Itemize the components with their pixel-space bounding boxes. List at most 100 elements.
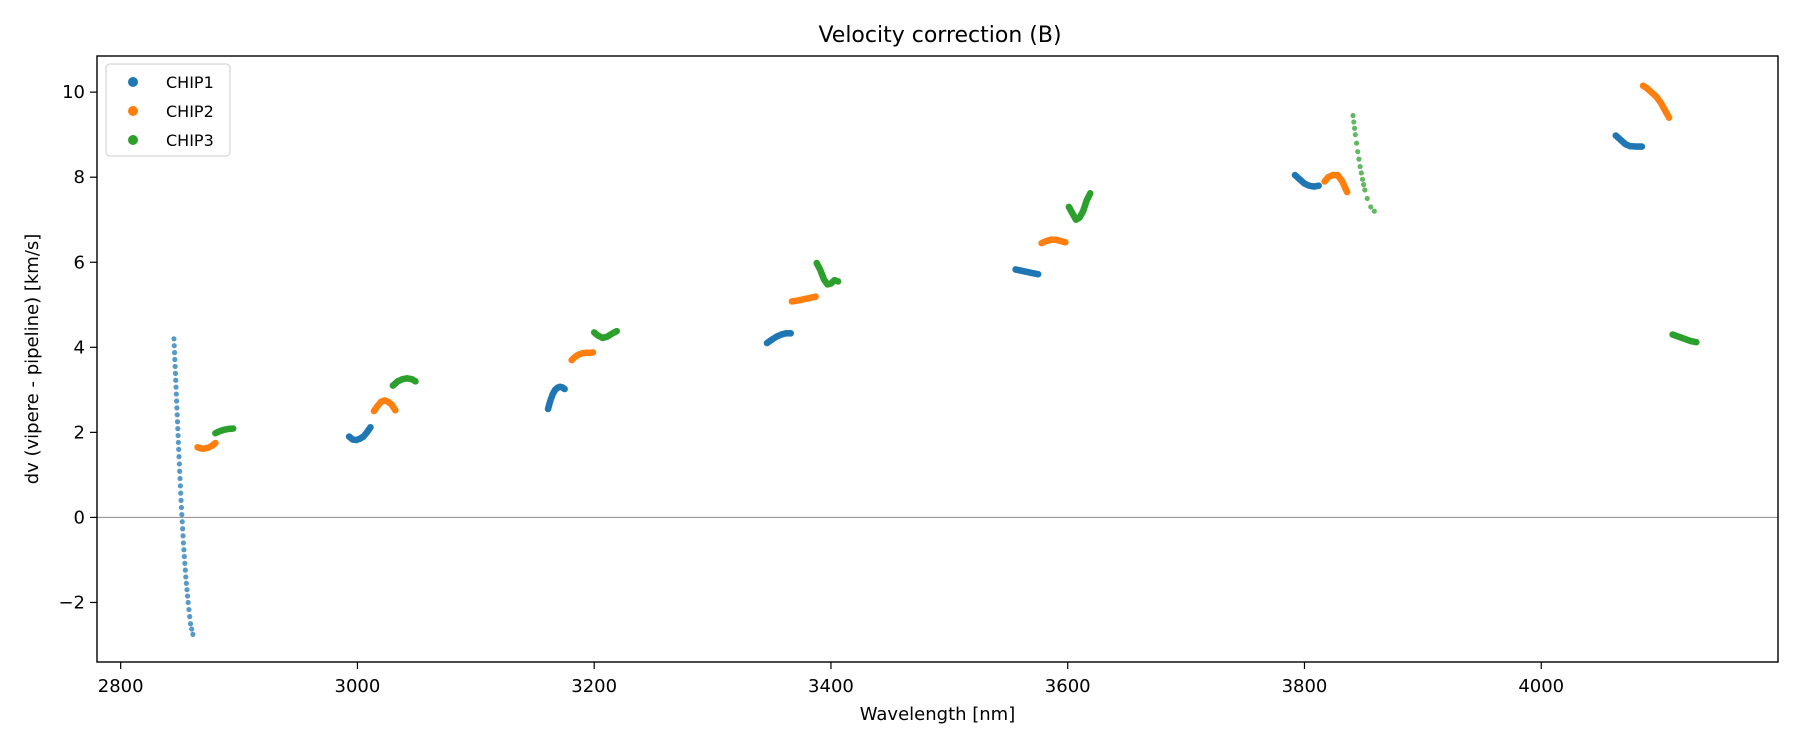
data-point <box>178 504 185 511</box>
data-point <box>182 567 188 573</box>
data-point <box>172 363 178 370</box>
legend: CHIP1 CHIP2 CHIP3 <box>105 63 231 157</box>
data-point <box>1358 170 1364 176</box>
data-point <box>1368 204 1374 210</box>
data-point <box>1364 195 1370 202</box>
data-point <box>1343 188 1351 196</box>
plot-area <box>96 55 1779 663</box>
data-point <box>183 574 189 580</box>
x-tick-label: 3000 <box>335 676 381 697</box>
data-point <box>1355 149 1361 155</box>
data-point <box>176 454 182 460</box>
data-point <box>174 405 180 411</box>
data-point <box>180 540 187 546</box>
data-point <box>1362 187 1368 193</box>
x-tick-label: 4000 <box>1518 676 1564 697</box>
data-point <box>174 419 181 425</box>
legend-label-chip2: CHIP2 <box>166 102 214 121</box>
data-point <box>182 560 188 566</box>
legend-marker-chip1 <box>128 77 138 87</box>
data-point <box>173 384 179 390</box>
legend-box <box>105 63 231 157</box>
data-point <box>180 533 186 539</box>
data-point <box>178 490 184 496</box>
data-point <box>1356 156 1362 162</box>
data-point <box>787 329 795 337</box>
data-point <box>190 631 196 637</box>
data-point <box>1371 208 1377 214</box>
y-tick-label: 6 <box>74 252 85 273</box>
series-chip2 <box>194 82 1673 452</box>
data-point <box>171 350 178 356</box>
data-point <box>178 497 184 503</box>
data-point <box>412 378 419 385</box>
data-point <box>189 626 195 632</box>
data-point <box>175 439 181 446</box>
x-tick-label: 2800 <box>98 676 144 697</box>
data-point <box>1693 338 1700 346</box>
y-axis-label: dv (vipere - pipeline) [km/s] <box>22 234 43 485</box>
data-point <box>187 621 194 627</box>
data-point <box>1665 114 1673 121</box>
data-point <box>184 593 191 599</box>
data-point <box>185 599 191 606</box>
data-point <box>1315 182 1322 190</box>
data-point <box>1361 182 1367 188</box>
data-point <box>1352 132 1358 138</box>
data-point <box>173 377 179 383</box>
series-chip3 <box>212 112 1700 437</box>
legend-label-chip1: CHIP1 <box>166 73 214 92</box>
data-point <box>179 511 185 518</box>
data-point <box>613 327 620 335</box>
series-chip1 <box>171 132 1646 637</box>
data-point <box>171 336 177 342</box>
data-point <box>174 412 180 418</box>
y-tick-label: 0 <box>74 507 85 528</box>
data-point <box>171 343 177 349</box>
data-point <box>177 475 183 482</box>
data-point <box>834 278 842 285</box>
data-point <box>173 391 179 397</box>
data-point <box>172 356 178 363</box>
data-point <box>1086 190 1094 197</box>
data-point <box>1638 143 1646 150</box>
data-point <box>561 385 568 393</box>
data-point <box>180 526 186 532</box>
data-point <box>181 547 187 553</box>
data-point <box>1357 163 1363 170</box>
data-point <box>176 461 182 467</box>
legend-marker-chip3 <box>128 135 138 145</box>
legend-label-chip3: CHIP3 <box>166 131 214 150</box>
y-tick-label: 8 <box>74 167 85 188</box>
y-tick-label: 4 <box>74 337 85 358</box>
data-point <box>175 426 181 432</box>
data-point <box>1359 176 1366 182</box>
data-point <box>177 483 183 489</box>
y-axis: −2 0 2 4 6 8 10 <box>58 82 97 613</box>
legend-marker-chip2 <box>128 106 138 116</box>
data-point <box>812 293 819 300</box>
data-point <box>183 580 189 586</box>
y-tick-label: −2 <box>58 592 85 613</box>
data-point <box>1353 140 1360 146</box>
data-point <box>229 425 237 432</box>
x-axis: 2800 3000 3200 3400 3600 3800 4000 <box>98 662 1564 697</box>
data-point <box>184 587 190 593</box>
data-point <box>181 553 187 560</box>
x-tick-label: 3600 <box>1045 676 1091 697</box>
data-point <box>1062 238 1069 246</box>
data-point <box>1351 119 1357 125</box>
data-markers <box>171 82 1700 637</box>
data-point <box>175 432 181 439</box>
data-point <box>176 446 182 452</box>
x-tick-label: 3200 <box>571 676 617 697</box>
y-tick-label: 10 <box>62 82 85 103</box>
x-axis-label: Wavelength [nm] <box>860 704 1016 725</box>
data-point <box>1034 270 1042 278</box>
data-point <box>1351 125 1358 131</box>
y-tick-label: 2 <box>74 422 85 443</box>
data-point <box>1350 112 1356 119</box>
data-point <box>179 519 185 525</box>
